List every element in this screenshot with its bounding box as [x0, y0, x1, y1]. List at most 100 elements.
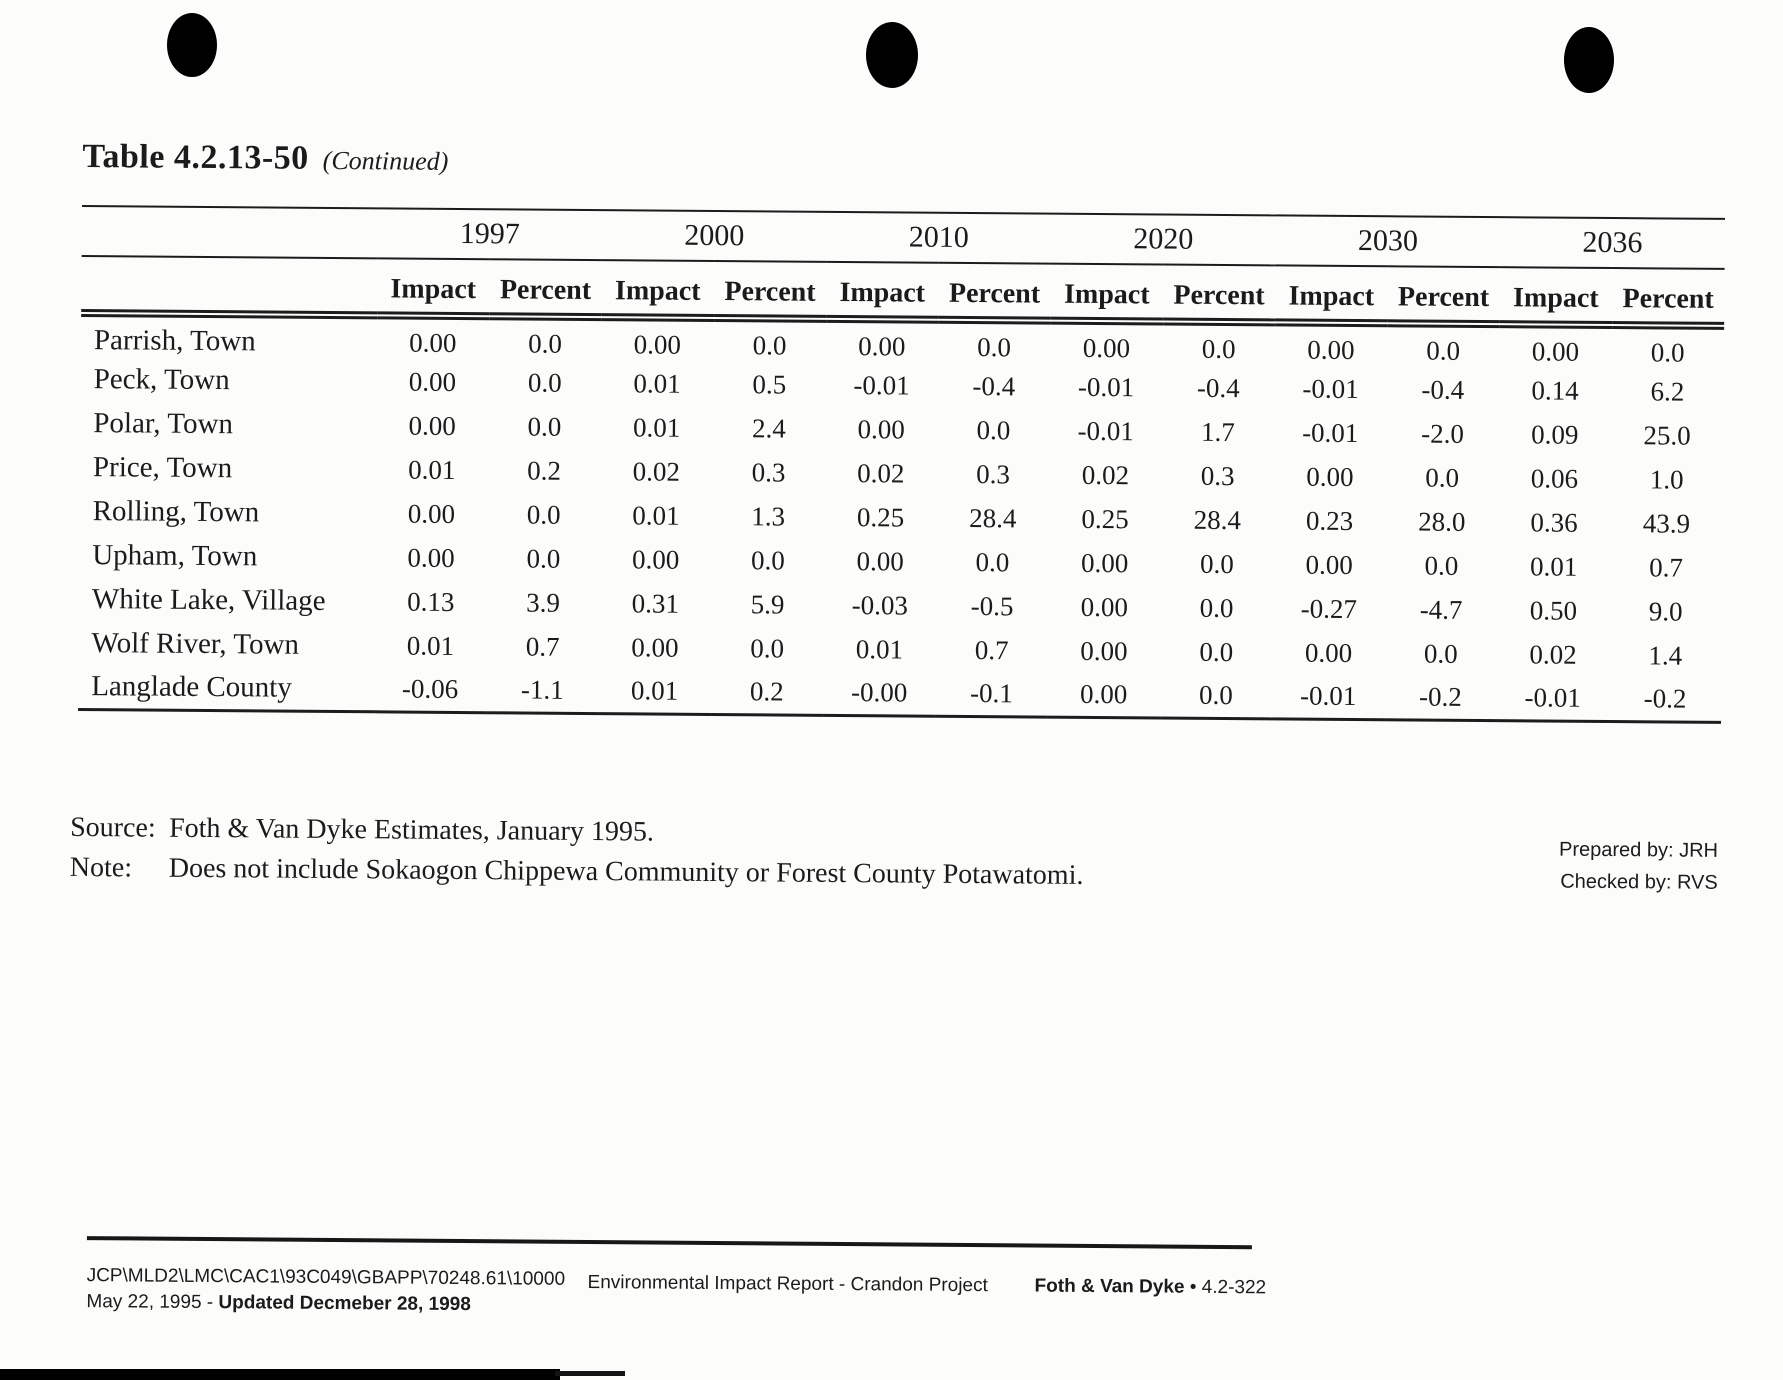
- impact-cell: 0.00: [407, 498, 456, 529]
- impact-cell: 0.14: [1531, 374, 1579, 406]
- percent-cell: 0.0: [1424, 550, 1459, 581]
- percent-cell: 0.2: [710, 669, 824, 715]
- subheader-impact: Impact: [1050, 263, 1164, 322]
- footer-page-number: • 4.2-322: [1189, 1276, 1267, 1299]
- impact-cell: -0.01: [1302, 373, 1359, 404]
- punch-hole-icon: [1564, 27, 1614, 93]
- year-header: 2010: [826, 211, 1052, 264]
- source-label: Source:: [70, 811, 156, 844]
- year-header: 2000: [601, 210, 827, 262]
- row-label: Parrish, Town: [93, 323, 256, 357]
- scanner-edge-artifact: [0, 1369, 560, 1380]
- impact-cell: 0.01: [406, 630, 455, 661]
- footer-company: Foth & Van Dyke: [1034, 1275, 1190, 1298]
- impact-cell: 0.02: [1529, 638, 1577, 670]
- percent-cell: 0.0: [1199, 592, 1234, 623]
- percent-cell: 0.0: [1423, 638, 1458, 669]
- impact-cell: 0.00: [409, 327, 457, 358]
- percent-cell: 0.0: [750, 632, 785, 664]
- percent-cell: 0.0: [976, 414, 1011, 445]
- percent-cell: 0.0: [1199, 548, 1234, 579]
- percent-cell: 28.4: [1193, 504, 1242, 535]
- percent-cell: 0.7: [1649, 551, 1684, 583]
- impact-cell: 0.00: [1304, 637, 1353, 668]
- impact-cell: -0.00: [822, 670, 936, 716]
- percent-cell: -0.1: [935, 671, 1048, 717]
- impact-cell: 0.06: [1530, 462, 1579, 494]
- percent-cell: 0.5: [752, 368, 787, 400]
- percent-cell: 0.0: [527, 411, 562, 442]
- subheader-impact: Impact: [1499, 267, 1613, 326]
- impact-cell: -0.01: [853, 369, 910, 401]
- signature-block: Prepared by: JRH Checked by: RVS: [1559, 834, 1718, 899]
- impact-cell: 0.31: [631, 587, 680, 619]
- impact-cell: 0.00: [1082, 332, 1131, 363]
- percent-cell: 1.7: [1201, 416, 1235, 447]
- year-header: 2036: [1499, 217, 1725, 269]
- subheader-percent: Percent: [1387, 266, 1500, 325]
- impact-cell: 0.00: [1080, 547, 1129, 578]
- percent-cell: -0.4: [972, 370, 1016, 401]
- impact-cell: 0.01: [633, 367, 681, 399]
- percent-cell: 0.3: [1200, 460, 1235, 491]
- table-title-continued: (Continued): [322, 145, 449, 176]
- percent-cell: 0.7: [974, 634, 1009, 665]
- impact-cell: 0.02: [632, 455, 681, 487]
- row-label: Polar, Town: [93, 406, 234, 440]
- impact-cell: -0.01: [1077, 415, 1134, 446]
- percent-cell: 3.9: [526, 587, 561, 618]
- punch-hole-icon: [167, 13, 217, 77]
- percent-cell: 9.0: [1648, 595, 1683, 627]
- row-label: White Lake, Village: [91, 582, 326, 617]
- impact-cell: -0.27: [1300, 593, 1358, 624]
- subheader-percent: Percent: [1162, 264, 1276, 323]
- source-text: Foth & Van Dyke Estimates, January 1995.: [169, 812, 655, 848]
- impact-cell: 0.00: [408, 366, 457, 397]
- impact-cell: 0.00: [1531, 335, 1580, 367]
- impact-cell: 0.09: [1531, 418, 1579, 450]
- subheader-impact: Impact: [601, 260, 715, 318]
- percent-cell: -4.7: [1419, 594, 1463, 625]
- impact-cell: 0.00: [1080, 591, 1129, 622]
- percent-cell: 0.0: [1199, 636, 1234, 667]
- percent-cell: 5.9: [750, 588, 785, 620]
- percent-cell: -0.4: [1421, 374, 1465, 405]
- percent-cell: 0.3: [751, 456, 786, 488]
- impact-cell: 0.01: [408, 454, 456, 485]
- percent-cell: 0.0: [1201, 333, 1236, 364]
- percent-cell: 43.9: [1642, 507, 1691, 539]
- percent-cell: -0.2: [1608, 677, 1722, 722]
- impact-cell: -0.01: [1271, 674, 1385, 720]
- impact-cell: 0.00: [1305, 549, 1353, 580]
- percent-cell: 0.0: [526, 543, 561, 574]
- notes-block: Source: Foth & Van Dyke Estimates, Janua…: [70, 812, 1084, 900]
- impact-percent-table: 1997 2000 2010 2020 2030 2036 Impact Percent Im…: [78, 205, 1725, 723]
- percent-cell: 0.0: [1650, 336, 1685, 368]
- scanner-edge-artifact: [555, 1371, 625, 1376]
- impact-cell: 0.01: [598, 669, 711, 714]
- impact-cell: 0.02: [1081, 459, 1130, 490]
- footer-report-title: Environmental Impact Report - Crandon Pr…: [587, 1272, 988, 1297]
- percent-cell: -1.1: [486, 668, 599, 714]
- subheader-percent: Percent: [938, 262, 1051, 321]
- percent-cell: 0.0: [526, 499, 561, 530]
- footer-file-path: JCP\MLD2\LMC\CAC1\93C049\GBAPP\70248.61\…: [86, 1265, 566, 1290]
- footer-date-line: May 22, 1995 - Updated Decmeber 28, 1998: [86, 1291, 471, 1316]
- percent-cell: 0.0: [527, 367, 562, 398]
- percent-cell: 28.4: [969, 502, 1017, 533]
- corner-cell: [81, 206, 378, 259]
- percent-cell: 2.4: [751, 412, 786, 444]
- impact-cell: 0.01: [632, 499, 680, 531]
- impact-cell: 0.02: [857, 457, 905, 488]
- row-label: Peck, Town: [93, 362, 230, 396]
- impact-cell: 0.00: [1306, 461, 1354, 492]
- subheader-percent: Percent: [713, 260, 827, 319]
- percent-cell: 0.0: [528, 328, 563, 359]
- year-header: 2020: [1050, 213, 1276, 266]
- page-content: Table 4.2.13-50 (Continued) 1997 2000 2010…: [2, 0, 1783, 1315]
- row-label: Upham, Town: [92, 538, 258, 572]
- percent-cell: 6.2: [1650, 375, 1685, 407]
- percent-cell: 1.0: [1649, 463, 1684, 495]
- source-line: Source: Foth & Van Dyke Estimates, Janua…: [70, 812, 1084, 852]
